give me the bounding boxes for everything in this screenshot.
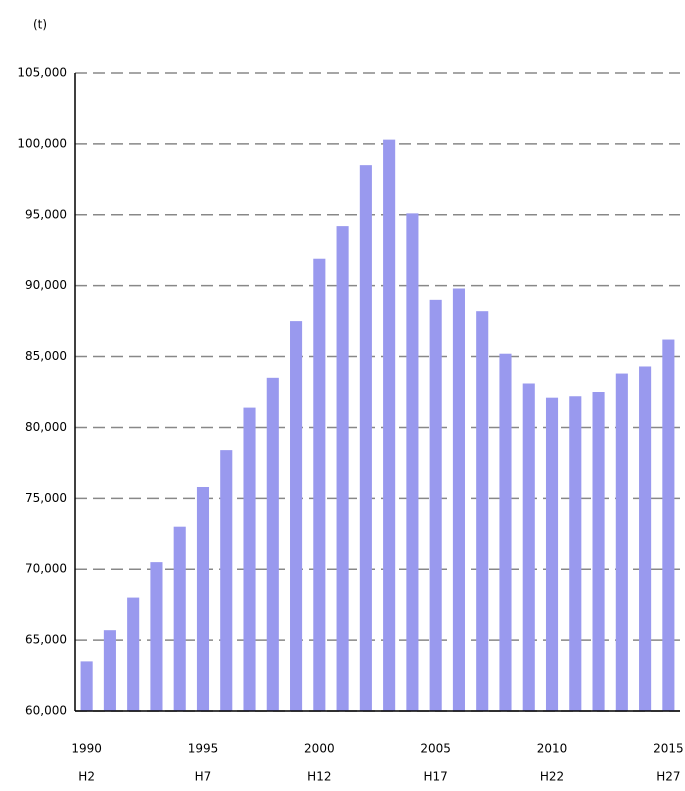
bar	[592, 392, 605, 711]
bar	[569, 396, 582, 711]
bar	[127, 597, 140, 711]
bar	[452, 288, 465, 711]
bar	[150, 562, 163, 711]
x-tick-label: 2010	[537, 742, 568, 756]
y-tick-label: 80,000	[25, 420, 67, 434]
x-tick-label: 2005	[420, 742, 451, 756]
x-tick-sublabel: H12	[307, 770, 331, 784]
bar	[499, 353, 512, 711]
y-tick-label: 70,000	[25, 562, 67, 576]
bar	[220, 450, 233, 711]
y-tick-label: 100,000	[17, 136, 67, 150]
x-tick-label: 1990	[71, 742, 102, 756]
x-tick-label: 2015	[653, 742, 684, 756]
y-tick-label: 75,000	[25, 491, 67, 505]
x-tick-label: 1995	[188, 742, 219, 756]
bar	[429, 299, 442, 711]
x-tick-sublabel: H17	[424, 770, 448, 784]
bar	[290, 321, 303, 711]
x-tick-sublabel: H2	[78, 770, 95, 784]
x-tick-sublabel: H27	[656, 770, 680, 784]
bar	[196, 486, 210, 711]
bar	[662, 339, 675, 711]
bar	[639, 366, 652, 711]
y-tick-label: 65,000	[25, 633, 67, 647]
bar	[615, 373, 628, 711]
bar	[266, 377, 279, 711]
bar	[243, 407, 256, 711]
bar	[80, 661, 93, 711]
bar	[406, 213, 419, 712]
bar	[359, 165, 372, 712]
y-tick-label: 105,000	[17, 66, 67, 80]
y-tick-label: 90,000	[25, 278, 67, 292]
y-tick-label: 60,000	[25, 704, 67, 718]
bar	[476, 311, 489, 711]
bar	[336, 226, 349, 711]
bar	[103, 630, 116, 711]
y-tick-label: 95,000	[25, 207, 67, 221]
x-tick-label: 2000	[304, 742, 335, 756]
y-axis-label: (t)	[33, 18, 47, 32]
bar	[522, 383, 535, 711]
x-tick-sublabel: H22	[540, 770, 564, 784]
bar	[173, 526, 186, 711]
bar	[313, 258, 326, 711]
y-tick-label: 85,000	[25, 349, 67, 363]
bar	[383, 139, 396, 711]
x-tick-sublabel: H7	[195, 770, 212, 784]
bar	[545, 397, 559, 711]
